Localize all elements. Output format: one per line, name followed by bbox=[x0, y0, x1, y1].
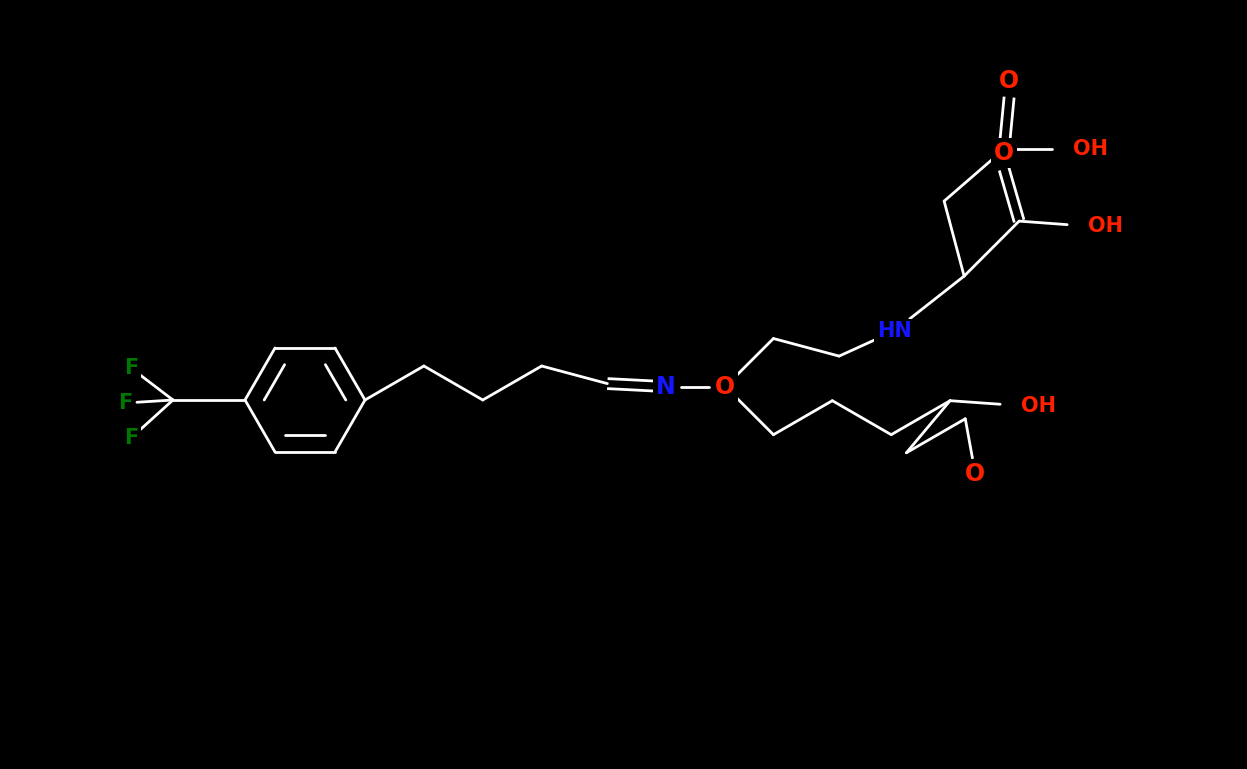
Text: OH: OH bbox=[1087, 216, 1122, 236]
Text: O: O bbox=[994, 141, 1014, 165]
Text: F: F bbox=[123, 428, 138, 448]
Text: N: N bbox=[656, 375, 675, 398]
Text: O: O bbox=[999, 69, 1019, 93]
Text: O: O bbox=[965, 461, 985, 486]
Text: OH: OH bbox=[1020, 396, 1056, 416]
Text: O: O bbox=[716, 375, 736, 398]
Text: HN: HN bbox=[877, 321, 912, 341]
Text: OH: OH bbox=[1072, 139, 1107, 159]
Text: F: F bbox=[123, 358, 138, 378]
Text: F: F bbox=[118, 393, 132, 413]
